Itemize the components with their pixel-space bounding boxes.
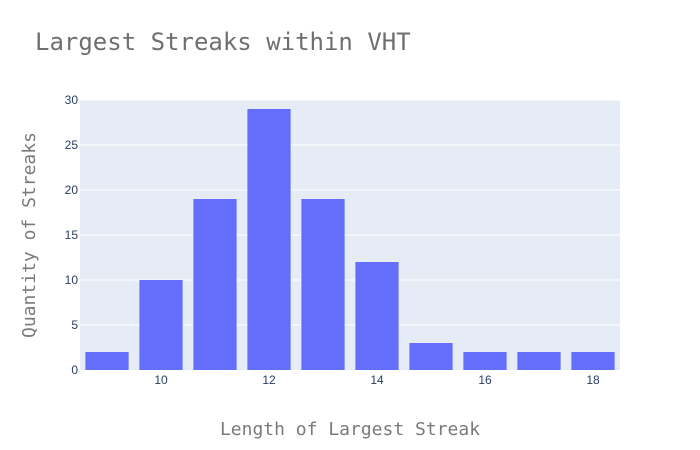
y-tick-label: 0	[71, 363, 78, 377]
x-tick-label: 16	[478, 373, 492, 387]
x-tick-label: 10	[154, 373, 168, 387]
y-tick-label: 30	[65, 93, 79, 107]
bar	[85, 352, 129, 370]
y-tick-label: 25	[65, 138, 79, 152]
y-tick-label: 20	[65, 183, 79, 197]
y-tick-label: 5	[71, 318, 78, 332]
y-tick-label: 15	[65, 228, 79, 242]
bar	[247, 109, 291, 370]
x-tick-label: 12	[262, 373, 276, 387]
bar	[571, 352, 615, 370]
bar	[139, 280, 183, 370]
bar	[517, 352, 561, 370]
y-axis-title: Quantity of Streaks	[19, 132, 40, 338]
bar	[355, 262, 399, 370]
bar	[193, 199, 237, 370]
bar	[409, 343, 453, 370]
chart-title: Largest Streaks within VHT	[35, 28, 411, 56]
bar	[301, 199, 345, 370]
x-axis-ticks: 10 12 14 16 18	[154, 373, 600, 387]
bar	[463, 352, 507, 370]
x-tick-label: 18	[586, 373, 600, 387]
y-tick-label: 10	[65, 273, 79, 287]
x-axis-title: Length of Largest Streak	[220, 419, 480, 440]
bars	[85, 109, 615, 370]
y-axis-ticks: 0 5 10 15 20 25 30	[65, 93, 79, 377]
x-tick-label: 14	[370, 373, 384, 387]
